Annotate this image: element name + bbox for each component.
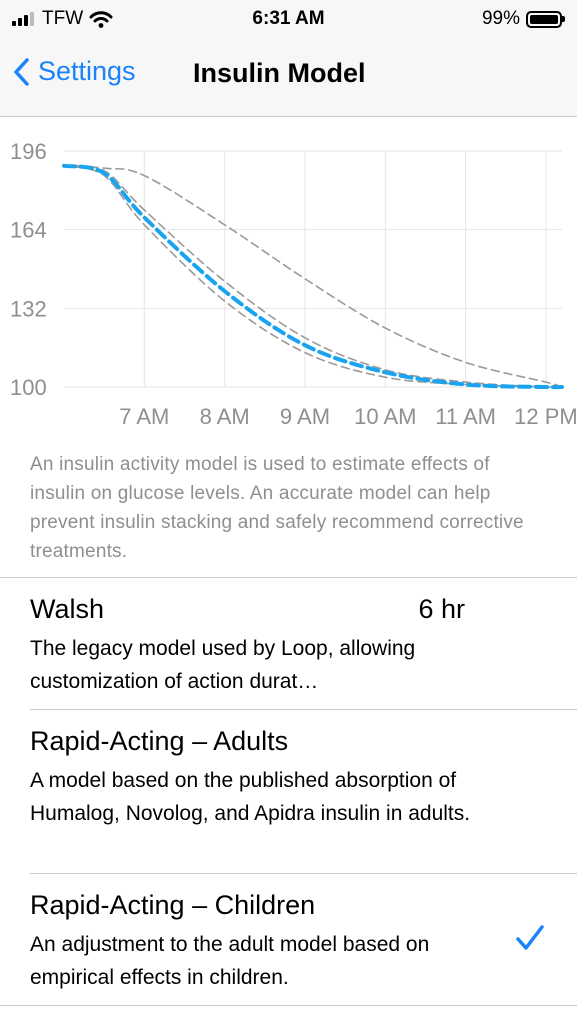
x-tick-label: 12 PM <box>514 404 577 429</box>
model-curve <box>63 164 563 389</box>
x-tick-label: 11 AM <box>435 404 496 429</box>
model-description-caption: An insulin activity model is used to est… <box>30 454 524 562</box>
selected-model-curve <box>62 163 564 390</box>
carrier-name: TFW <box>42 8 84 29</box>
model-curve <box>63 165 563 388</box>
x-tick-label: 8 AM <box>200 404 250 429</box>
action-duration-value[interactable]: 6 hr <box>418 594 465 624</box>
model-name: Rapid-Acting – Children <box>30 890 316 920</box>
back-button[interactable]: Settings <box>14 56 136 87</box>
divider <box>0 1005 577 1006</box>
model-curve <box>63 165 563 388</box>
model-row-walsh[interactable]: Walsh 6 hr The legacy model used by Loop… <box>0 578 577 709</box>
checkmark-icon <box>516 925 544 950</box>
wifi-icon <box>89 11 113 28</box>
clock: 6:31 AM <box>252 8 325 29</box>
model-name: Rapid-Acting – Adults <box>30 726 289 756</box>
x-tick-label: 7 AM <box>119 404 169 429</box>
model-name: Walsh <box>30 594 105 624</box>
battery: 99% <box>482 8 565 30</box>
model-row-rapid-acting-children[interactable]: Rapid-Acting – Children An adjustment to… <box>0 874 577 1005</box>
carrier: TFW <box>12 8 113 30</box>
navigation-bar: Settings Insulin Model <box>0 40 577 117</box>
y-tick-label: 132 <box>10 296 47 321</box>
divider <box>30 873 577 874</box>
insulin-model-chart: 196 164 132 100 7 AM 8 AM 9 AM 10 AM 11 AM 12 PM <box>10 139 577 429</box>
divider <box>30 709 577 710</box>
model-description: An adjustment to the adult model based o… <box>30 933 430 989</box>
y-tick-label: 196 <box>10 139 47 164</box>
model-description: A model based on the published absorptio… <box>30 769 471 825</box>
battery-percent: 99% <box>481 8 520 29</box>
model-row-rapid-acting-adults[interactable]: Rapid-Acting – Adults A model based on t… <box>0 710 577 873</box>
page-title: Insulin Model <box>193 58 366 88</box>
chevron-left-icon <box>14 57 29 86</box>
status-bar: TFW 6:31 AM 99% <box>0 0 577 40</box>
x-tick-label: 9 AM <box>280 404 330 429</box>
battery-icon <box>526 10 562 28</box>
model-description: The legacy model used by Loop, allowing … <box>30 637 416 693</box>
divider <box>0 577 577 578</box>
y-tick-label: 164 <box>10 218 47 243</box>
x-tick-label: 10 AM <box>354 404 416 429</box>
back-label: Settings <box>38 56 136 86</box>
y-tick-label: 100 <box>10 375 47 400</box>
signal-bars-icon <box>12 12 34 26</box>
